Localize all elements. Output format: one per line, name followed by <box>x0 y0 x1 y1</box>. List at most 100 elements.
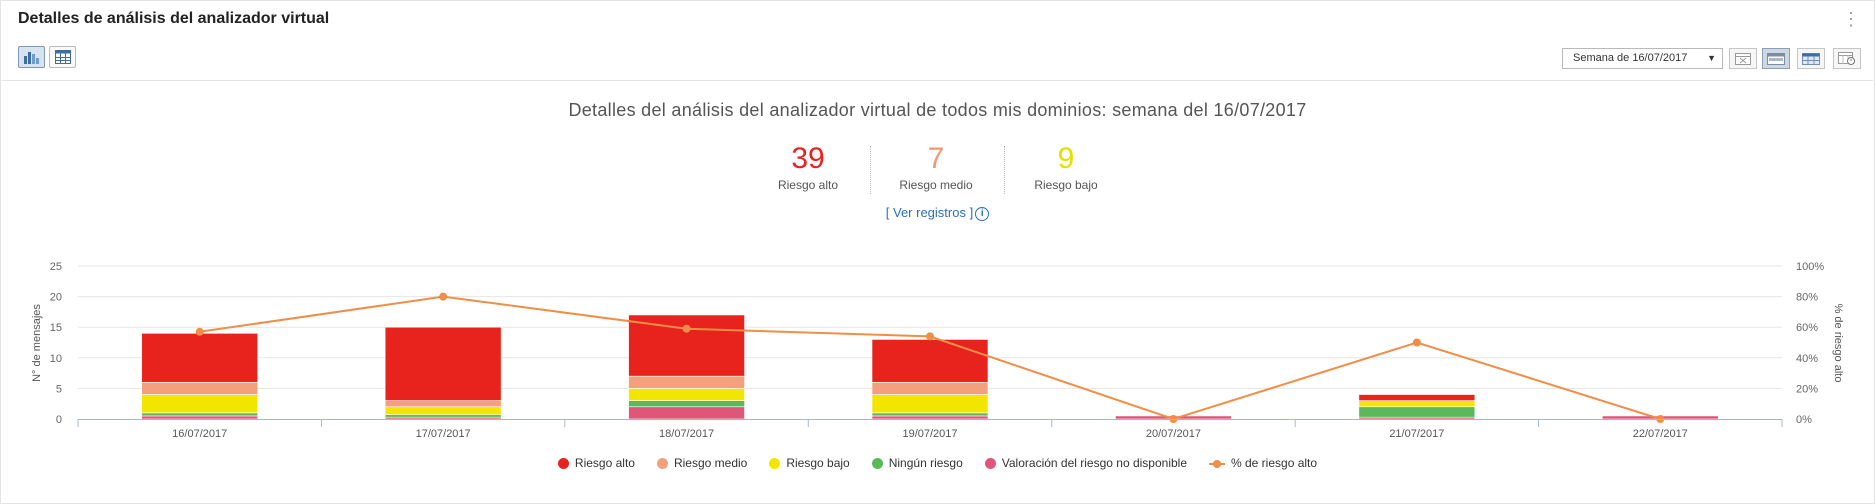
bar-segment[interactable] <box>871 415 989 420</box>
x-tick-label: 17/07/2017 <box>416 428 471 440</box>
view-records-link[interactable]: Ver registros <box>893 205 966 220</box>
view-records-close-bracket: ] <box>965 205 974 220</box>
chart-bars <box>141 314 1719 420</box>
risk-line-point[interactable] <box>195 327 204 336</box>
table-view-icon <box>54 50 71 64</box>
legend-item[interactable]: Riesgo medio <box>656 456 748 470</box>
legend-dot-marker <box>769 457 781 469</box>
x-tick-label: 22/07/2017 <box>1633 428 1688 440</box>
bar-segment[interactable] <box>871 339 989 383</box>
bar-segment[interactable] <box>1358 406 1476 418</box>
x-tick-label: 20/07/2017 <box>1146 428 1201 440</box>
view-records-open-bracket: [ <box>885 205 893 220</box>
y-tick-label: 15 <box>50 322 62 334</box>
x-tick-label: 19/07/2017 <box>902 428 957 440</box>
bar-segment[interactable] <box>384 400 502 408</box>
x-tick-label: 18/07/2017 <box>659 428 714 440</box>
stat-low-risk: 9 Riesgo bajo <box>1001 142 1131 192</box>
stat-divider <box>870 146 871 194</box>
week-select[interactable]: Semana de 16/07/2017 ▼ <box>1562 48 1723 69</box>
panel-title: Detalles de análisis del analizador virt… <box>18 10 330 27</box>
y2-axis-label: % de riesgo alto <box>1832 304 1844 383</box>
legend-item[interactable]: Riesgo bajo <box>769 456 850 470</box>
chart-line <box>195 292 1665 423</box>
y-tick-label: 25 <box>50 261 62 273</box>
bar-segment[interactable] <box>384 406 502 416</box>
bar-segment[interactable] <box>1358 394 1476 401</box>
bar-segment[interactable] <box>141 415 259 420</box>
legend-item[interactable]: % de riesgo alto <box>1209 456 1317 470</box>
risk-line-point[interactable] <box>439 292 448 301</box>
bar-segment[interactable] <box>384 326 502 401</box>
bar-segment[interactable] <box>628 406 745 420</box>
bar-segment[interactable] <box>628 400 745 408</box>
bar-segment[interactable] <box>141 381 259 395</box>
stat-high-risk-value: 39 <box>791 142 825 175</box>
bar-segment[interactable] <box>141 394 259 414</box>
chart-title: Detalles del análisis del analizador vir… <box>568 100 1307 120</box>
bar-segment[interactable] <box>384 414 502 418</box>
stat-divider <box>1004 146 1005 194</box>
legend-dot-marker <box>871 457 883 469</box>
bar-segment[interactable] <box>871 381 989 395</box>
custom-range-icon <box>1838 52 1855 65</box>
legend-label: Ningún riesgo <box>888 456 963 470</box>
week-select-value: Semana de 16/07/2017 <box>1573 52 1688 64</box>
toolbar-divider <box>2 80 1873 81</box>
week-view-button[interactable] <box>1762 48 1790 69</box>
stat-high-risk-label: Riesgo alto <box>777 178 839 192</box>
more-options-icon[interactable]: ⋮ <box>1842 9 1860 29</box>
y-tick-label: 0 <box>56 414 62 426</box>
y-axis-label: N° de mensajes <box>31 304 43 382</box>
day-view-icon <box>1735 52 1751 65</box>
legend-dot-marker <box>557 457 569 469</box>
bar-segment[interactable] <box>628 375 745 389</box>
risk-line-point[interactable] <box>926 332 934 341</box>
chevron-down-icon: ▼ <box>1707 53 1716 63</box>
chart-view-button[interactable] <box>18 46 45 68</box>
custom-range-button[interactable] <box>1833 48 1861 69</box>
bar-segment[interactable] <box>628 388 745 401</box>
legend-label: Riesgo medio <box>673 456 748 470</box>
table-view-button[interactable] <box>49 46 76 68</box>
y-tick-label: 10 <box>50 353 62 365</box>
y2-tick-label: 20% <box>1796 383 1818 395</box>
month-view-icon <box>1802 52 1820 65</box>
chart-legend: Riesgo alto Riesgo medio Riesgo bajo Ningún… <box>0 456 1875 470</box>
y-tick-label: 20 <box>50 292 62 304</box>
legend-label: Riesgo alto <box>574 456 635 470</box>
y2-tick-label: 40% <box>1796 353 1818 365</box>
day-view-button[interactable] <box>1729 48 1757 69</box>
stat-medium-risk-value: 7 <box>927 142 945 175</box>
y2-tick-label: 0% <box>1796 414 1812 426</box>
stacked-bar-chart: 0 5 10 15 20 25 0% 20% 40% 60% 80% 100% 16/07/2017 17… <box>31 261 1844 440</box>
chart-view-icon <box>24 52 39 64</box>
stat-medium-risk: 7 Riesgo medio <box>871 142 1001 192</box>
legend-item[interactable]: Valoración del riesgo no disponible <box>984 456 1187 470</box>
chart-axes: 0 5 10 15 20 25 0% 20% 40% 60% 80% 100% 16/07/2017 17… <box>50 261 1825 440</box>
view-records: [ Ver registros ] i <box>0 205 1875 221</box>
y2-tick-label: 80% <box>1796 292 1818 304</box>
y2-tick-label: 60% <box>1796 322 1818 334</box>
bar-segment[interactable] <box>1358 400 1476 408</box>
month-view-button[interactable] <box>1797 48 1825 69</box>
legend-dot-marker <box>656 457 668 469</box>
legend-label: Riesgo bajo <box>786 456 850 470</box>
stat-high-risk: 39 Riesgo alto <box>743 142 873 192</box>
bar-segment[interactable] <box>871 412 989 417</box>
info-icon[interactable]: i <box>975 206 990 221</box>
y2-tick-label: 100% <box>1796 261 1824 273</box>
legend-item[interactable]: Riesgo alto <box>557 456 635 470</box>
stat-low-risk-value: 9 <box>1057 142 1075 175</box>
bar-segment[interactable] <box>141 412 259 417</box>
week-view-icon <box>1767 52 1785 65</box>
stat-medium-risk-label: Riesgo medio <box>899 178 973 192</box>
legend-label: % de riesgo alto <box>1231 456 1318 470</box>
legend-item[interactable]: Ningún riesgo <box>871 456 963 470</box>
legend-line-marker <box>1209 458 1225 469</box>
risk-line-point[interactable] <box>682 324 691 333</box>
bar-segment[interactable] <box>871 394 989 414</box>
bar-segment[interactable] <box>141 333 259 383</box>
risk-line-point[interactable] <box>1412 338 1421 347</box>
legend-dot-marker <box>984 457 996 469</box>
